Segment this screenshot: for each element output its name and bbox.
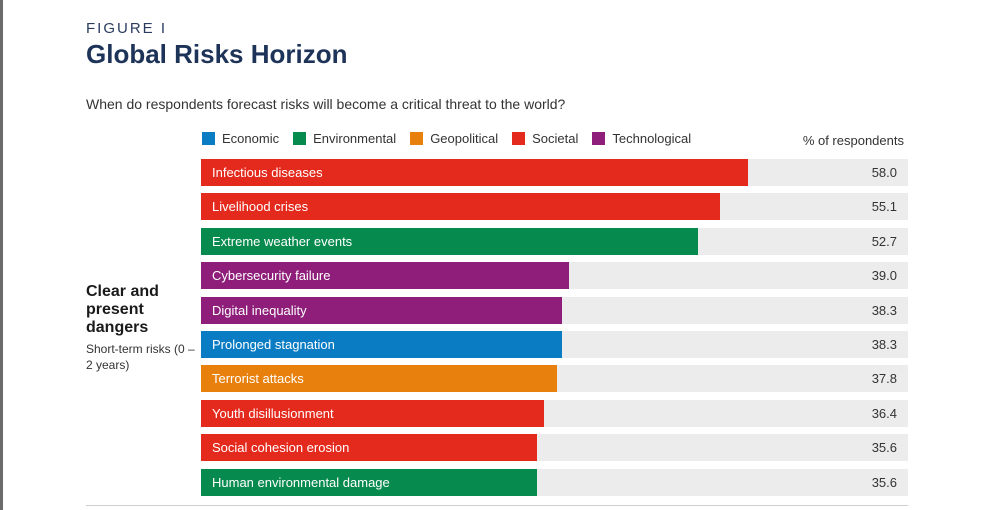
bar-label: Extreme weather events <box>212 233 353 249</box>
bar-label: Digital inequality <box>212 302 307 318</box>
bar-row: Youth disillusionment 36.4 <box>201 399 908 427</box>
bar: Livelihood crises <box>201 193 721 221</box>
bar-value: 52.7 <box>871 233 897 249</box>
bar-row: Terrorist attacks 37.8 <box>201 365 908 393</box>
legend-label-geopolitical: Geopolitical <box>430 131 499 146</box>
bar-row: Social cohesion erosion 35.6 <box>201 434 908 462</box>
risk-group-title: Clear and present dangers <box>86 283 159 336</box>
legend-item-environmental: Environmental <box>293 131 396 146</box>
bar-value: 36.4 <box>871 405 897 421</box>
legend-item-geopolitical: Geopolitical <box>410 131 498 146</box>
legend-label-environmental: Environmental <box>313 131 397 146</box>
bar-value: 38.3 <box>871 337 897 352</box>
legend-item-societal: Societal <box>512 131 578 146</box>
bar: Prolonged stagnation <box>201 331 563 358</box>
bar-row: Livelihood crises 55.1 <box>201 193 908 221</box>
page-edge <box>0 0 3 510</box>
legend-label-societal: Societal <box>532 131 579 146</box>
bar-value: 55.1 <box>871 199 897 215</box>
risk-group-label: Clear and present dangers Short-term ris… <box>86 283 196 373</box>
bar-row: Human environmental damage 35.6 <box>201 468 908 496</box>
bar-label: Prolonged stagnation <box>212 337 335 352</box>
bar-label: Cybersecurity failure <box>212 268 331 284</box>
bar: Youth disillusionment <box>201 399 545 427</box>
bar-value: 35.6 <box>871 474 897 490</box>
bar-label: Social cohesion erosion <box>212 440 350 456</box>
legend-swatch-environmental <box>293 132 307 145</box>
bar-value: 37.8 <box>871 371 897 387</box>
bar-row: Cybersecurity failure 39.0 <box>201 262 908 290</box>
bar-row: Prolonged stagnation 38.3 <box>201 331 908 358</box>
bar-value: 39.0 <box>871 268 897 284</box>
bar-label: Human environmental damage <box>212 474 390 490</box>
bar-value: 58.0 <box>871 165 897 180</box>
legend-swatch-geopolitical <box>410 132 424 145</box>
bar: Human environmental damage <box>201 468 537 496</box>
bar: Terrorist attacks <box>201 365 558 393</box>
bar: Digital inequality <box>201 296 563 324</box>
bar: Social cohesion erosion <box>201 434 537 462</box>
legend-label-technological: Technological <box>612 131 692 146</box>
bar-row: Digital inequality 38.3 <box>201 296 908 324</box>
bar-row: Infectious diseases 58.0 <box>201 159 908 186</box>
legend-item-economic: Economic <box>202 131 279 146</box>
legend-swatch-economic <box>202 132 215 145</box>
figure-question: When do respondents forecast risks will … <box>86 96 566 112</box>
bar-label: Youth disillusionment <box>212 405 334 421</box>
risk-group-subtitle: Short-term risks (0 – 2 years) <box>86 342 195 372</box>
value-unit-label: % of respondents <box>802 133 904 148</box>
legend-item-technological: Technological <box>592 131 691 146</box>
bar: Infectious diseases <box>201 159 748 186</box>
legend-swatch-technological <box>592 132 606 145</box>
bar-label: Infectious diseases <box>212 165 323 180</box>
bar-label: Livelihood crises <box>212 199 309 215</box>
bar-value: 38.3 <box>871 302 897 318</box>
figure-label: FIGURE I <box>86 20 168 37</box>
legend-label-economic: Economic <box>222 131 280 146</box>
bar-label: Terrorist attacks <box>212 371 304 387</box>
legend-swatch-societal <box>512 132 526 145</box>
figure-title: Global Risks Horizon <box>86 39 348 69</box>
bottom-divider <box>86 505 908 506</box>
bar-value: 35.6 <box>871 440 897 456</box>
bar-row: Extreme weather events 52.7 <box>201 227 908 255</box>
bar: Cybersecurity failure <box>201 262 569 290</box>
chart-legend: Economic Environmental Geopolitical Soci… <box>202 131 705 146</box>
bar: Extreme weather events <box>201 227 698 255</box>
